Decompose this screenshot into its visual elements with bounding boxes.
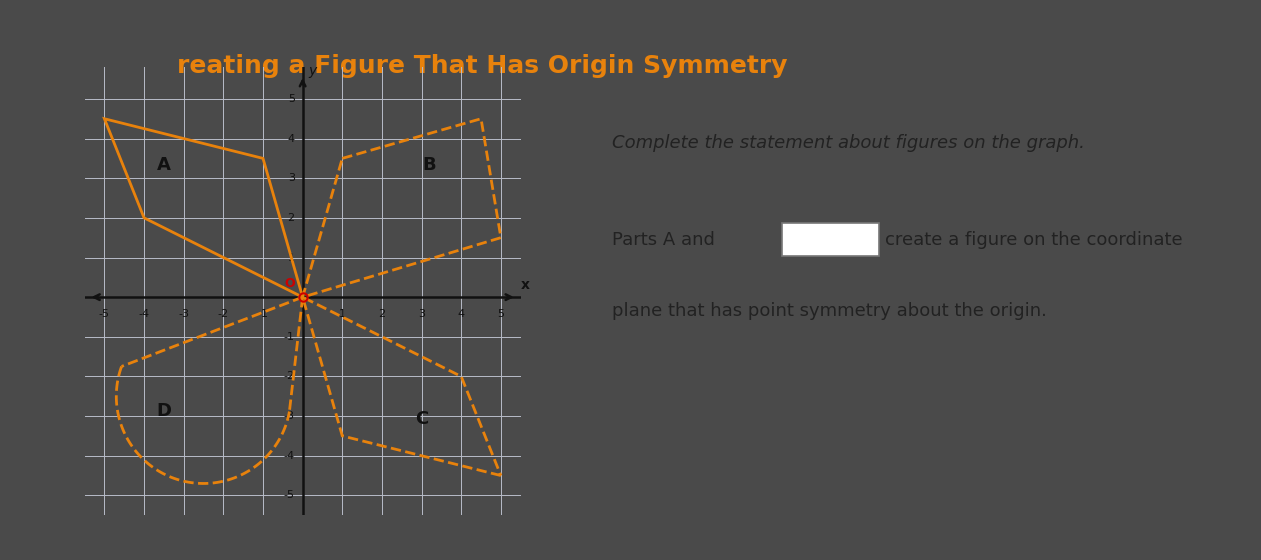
Text: A: A	[156, 156, 170, 174]
Text: -4: -4	[139, 309, 150, 319]
FancyBboxPatch shape	[782, 223, 879, 256]
Text: O: O	[285, 277, 295, 290]
Text: -1: -1	[257, 309, 269, 319]
Text: 3: 3	[288, 173, 295, 183]
Text: 1: 1	[288, 253, 295, 263]
Text: -5: -5	[98, 309, 110, 319]
Text: -4: -4	[284, 451, 295, 461]
Text: -2: -2	[284, 371, 295, 381]
Text: 5: 5	[497, 309, 504, 319]
Text: B: B	[422, 156, 436, 174]
Text: reating a Figure That Has Origin Symmetry: reating a Figure That Has Origin Symmetr…	[177, 54, 787, 78]
Text: 2: 2	[378, 309, 386, 319]
Text: Parts A and: Parts A and	[612, 231, 715, 249]
Text: x: x	[521, 278, 530, 292]
Text: 5: 5	[288, 94, 295, 104]
Text: plane that has point symmetry about the origin.: plane that has point symmetry about the …	[612, 302, 1047, 320]
Text: 1: 1	[339, 309, 346, 319]
Text: -1: -1	[284, 332, 295, 342]
Text: D: D	[156, 402, 171, 420]
Text: create a figure on the coordinate: create a figure on the coordinate	[885, 231, 1183, 249]
Text: 4: 4	[458, 309, 465, 319]
Text: 2: 2	[288, 213, 295, 223]
Text: 4: 4	[288, 134, 295, 143]
Text: -3: -3	[284, 411, 295, 421]
Text: -5: -5	[284, 491, 295, 501]
Text: 3: 3	[419, 309, 425, 319]
Text: C: C	[415, 410, 429, 428]
Text: -3: -3	[178, 309, 189, 319]
Text: -2: -2	[218, 309, 230, 319]
Text: Complete the statement about figures on the graph.: Complete the statement about figures on …	[612, 134, 1084, 152]
Text: y: y	[309, 64, 317, 78]
